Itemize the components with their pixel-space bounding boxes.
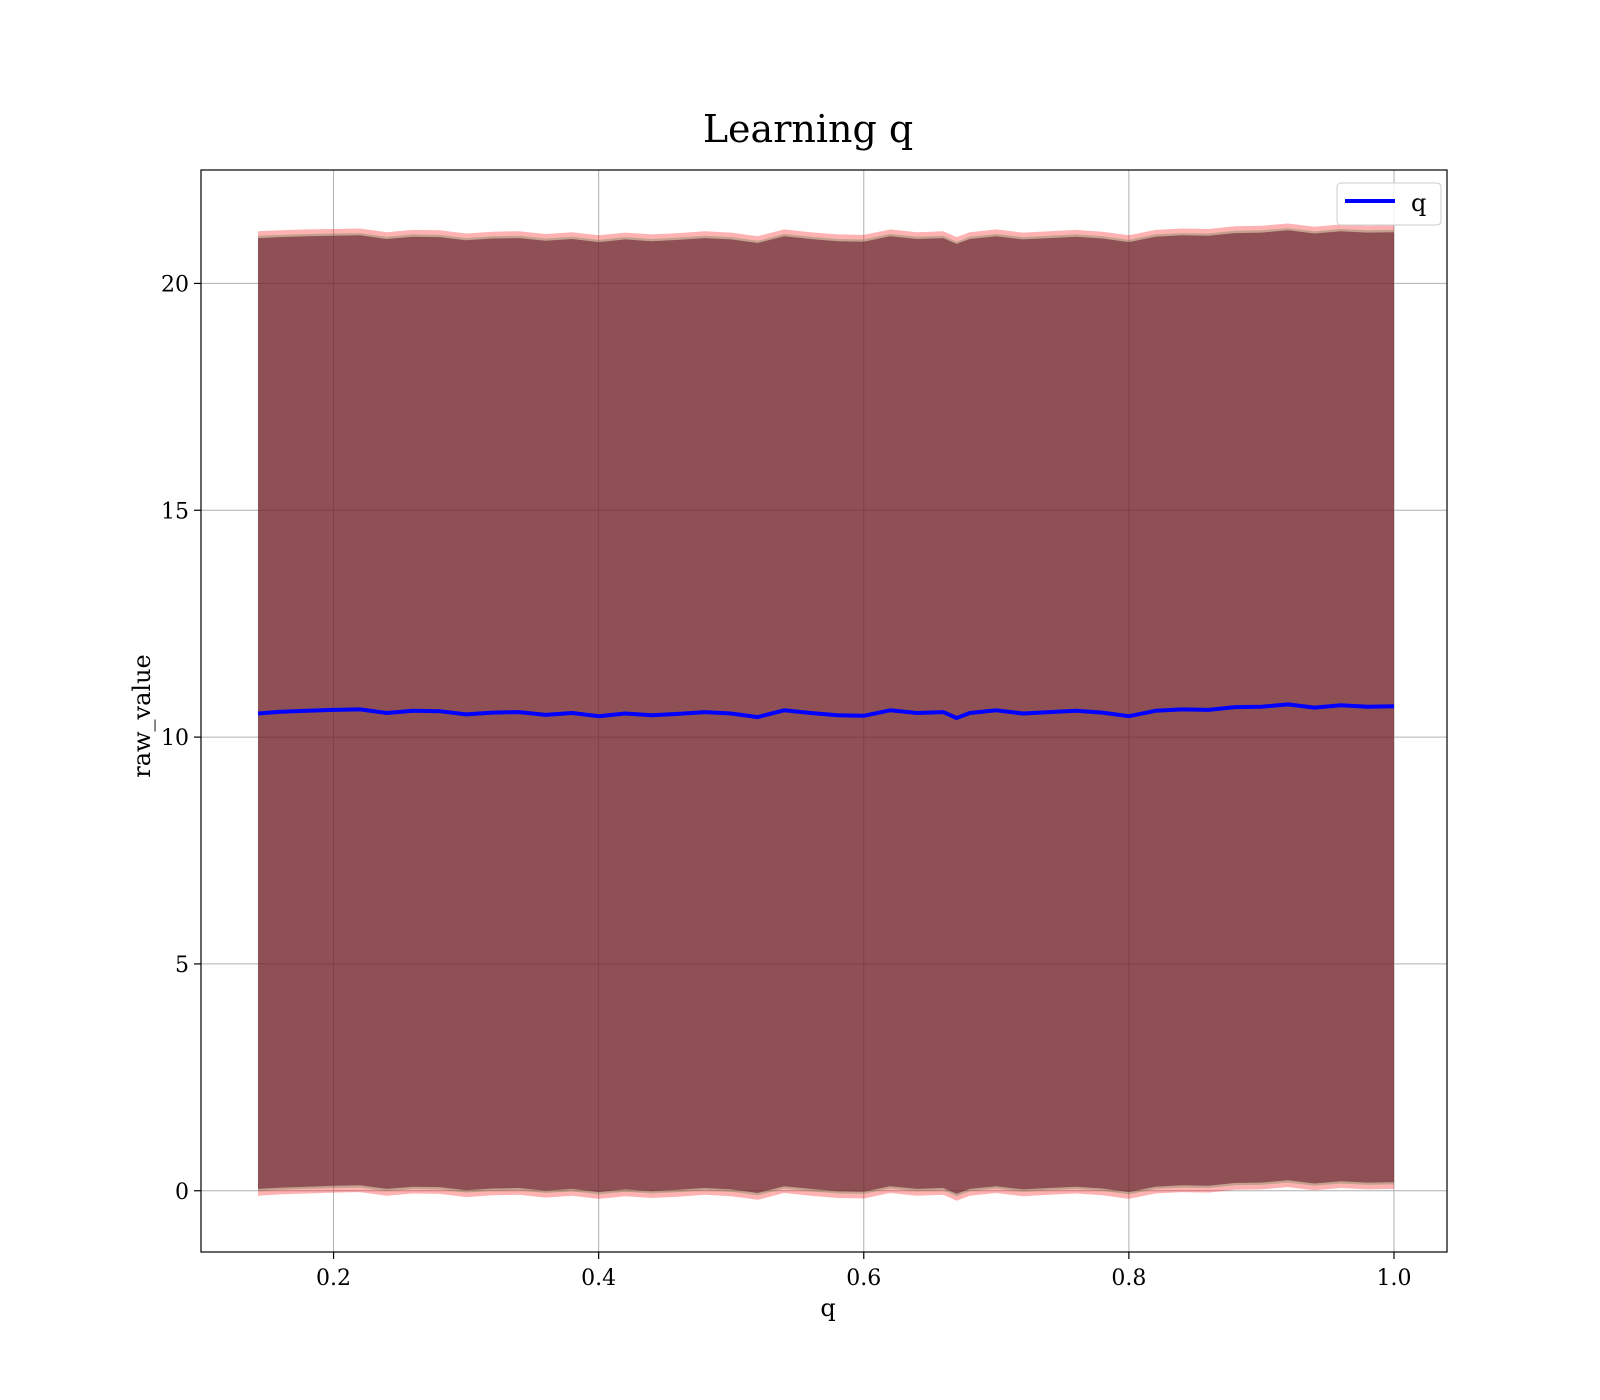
y-tick-label: 20 xyxy=(161,272,189,297)
y-tick-label: 5 xyxy=(175,953,189,978)
legend: q xyxy=(1336,182,1442,226)
y-axis-label: raw_value xyxy=(128,654,156,778)
x-tick-label: 0.8 xyxy=(1111,1266,1146,1291)
y-tick-label: 0 xyxy=(175,1180,189,1205)
band-layer xyxy=(258,223,1394,1201)
tick-layer: 0.2 0.4 0.6 0.8 1.0 0 5 10 15 20 xyxy=(161,272,1411,1291)
x-axis-label: q xyxy=(820,1294,835,1322)
chart-title: Learning q xyxy=(703,107,913,151)
series-line-q xyxy=(257,702,1395,720)
plot-area xyxy=(200,169,1448,1253)
x-tick-label: 1.0 xyxy=(1376,1266,1411,1291)
y-tick-label: 10 xyxy=(161,726,189,751)
x-tick-label: 0.4 xyxy=(581,1266,616,1291)
legend-label-q: q xyxy=(1411,189,1426,217)
x-tick-label: 0.6 xyxy=(846,1266,881,1291)
plot-frame xyxy=(200,169,1448,1253)
x-tick-label: 0.2 xyxy=(316,1266,351,1291)
line-layer xyxy=(257,702,1395,720)
legend-box xyxy=(1336,182,1442,226)
y-tick-label: 15 xyxy=(161,499,189,524)
confidence-band-2 xyxy=(258,230,1394,1194)
